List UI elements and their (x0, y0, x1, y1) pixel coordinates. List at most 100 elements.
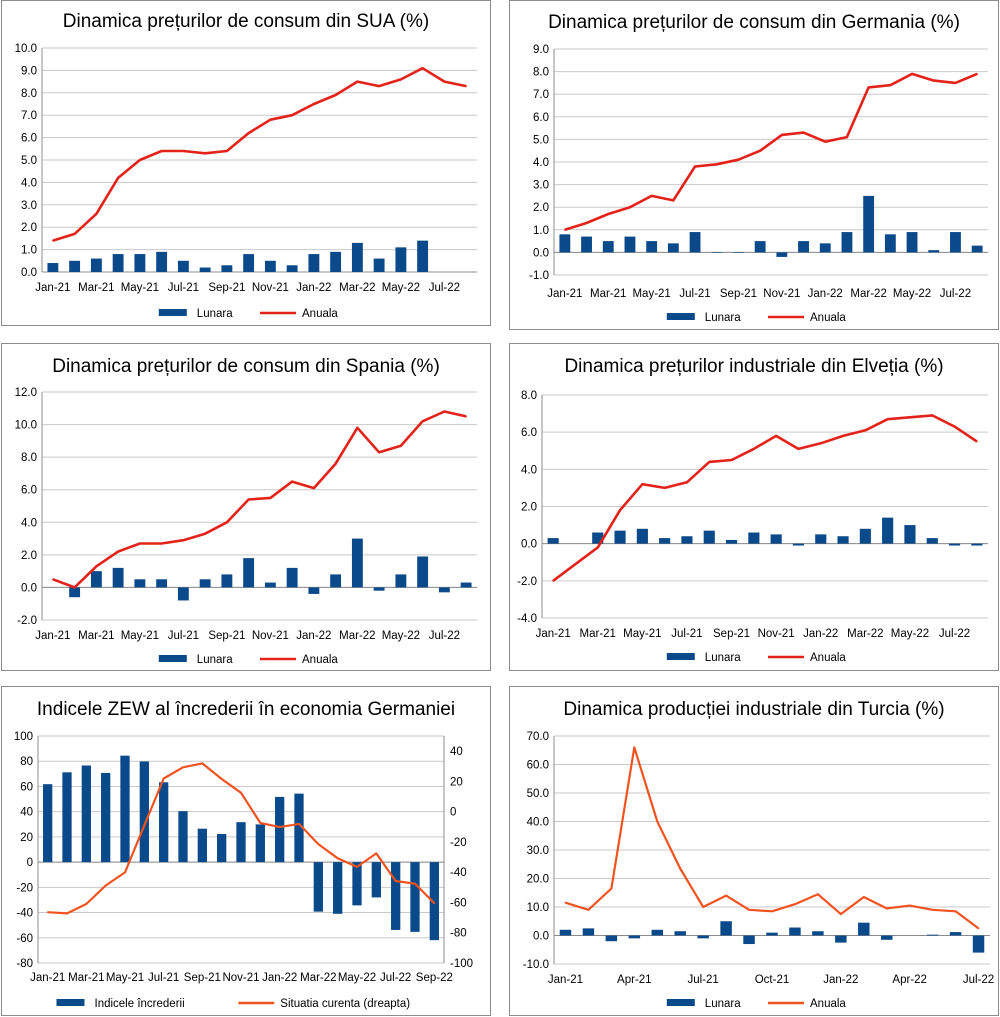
bar-lunara-aug-21 (703, 530, 715, 544)
legend-label-anuala: Anuala (810, 312, 846, 324)
point-anuala-feb-21 (585, 222, 588, 224)
point-anuala-dec-21 (291, 114, 293, 116)
x-tick-label: Apr-21 (617, 974, 652, 986)
point-anuala-sep-21 (226, 521, 228, 524)
bar-lunara-jan-22 (308, 254, 320, 272)
bar-lunara-feb-21 (69, 587, 81, 598)
bar-lunara-oct-21 (766, 932, 778, 936)
x-tick-label: Jan-22 (296, 282, 331, 294)
line-anuala (552, 414, 978, 582)
x-tick-label: Nov-21 (222, 972, 259, 984)
point-anuala-jan-21 (52, 578, 54, 581)
y-tick-label: 0.0 (21, 582, 37, 594)
bar-lunara-dec-21 (286, 265, 298, 272)
bar-lunara-apr-22 (373, 258, 385, 272)
y2-tick-label: 20 (450, 776, 463, 788)
x-tick-label: Mar-22 (339, 630, 375, 642)
point-anuala-nov-21 (794, 903, 796, 905)
point-anuala-aug-21 (204, 152, 206, 155)
bar-lunara-apr-21 (112, 567, 124, 588)
bar-lunara-mar-22 (881, 935, 893, 940)
x-tick-label: May-22 (338, 972, 376, 984)
bar-lunara-may-22 (904, 525, 916, 544)
point-anuala-feb-21 (587, 909, 590, 911)
y-tick-label: 0 (27, 857, 33, 869)
legend-bar-swatch (666, 653, 695, 660)
y-tick-label: 5.0 (533, 134, 549, 146)
bar-lunara-feb-22 (841, 232, 853, 253)
y-tick-label: 80 (20, 756, 33, 768)
point-anuala-apr-21 (633, 746, 636, 749)
point-anuala-may-22 (931, 909, 934, 911)
point-anuala-oct-21 (247, 498, 250, 501)
chart-panel-germania: Dinamica prețurilor de consum din German… (509, 0, 999, 330)
point-anuala-nov-21 (775, 435, 777, 437)
point-anuala-sep-21 (730, 459, 733, 461)
bar-indicele-ncrederii-aug-21 (178, 811, 188, 863)
x-tick-label: May-21 (623, 628, 661, 640)
point-anuala-aug-22 (976, 73, 978, 75)
x-tick-label: Sep-21 (713, 628, 750, 640)
bar-lunara-mar-22 (351, 538, 363, 588)
bar-lunara-may-22 (395, 247, 407, 272)
point-anuala-jun-21 (672, 199, 675, 202)
y-tick-label: 9.0 (533, 44, 549, 56)
point-anuala-aug-21 (725, 894, 727, 897)
bar-lunara-mar-21 (592, 532, 604, 544)
point-anuala-feb-21 (73, 233, 76, 235)
y-tick-label: 20 (20, 832, 33, 844)
point-anuala-mar-21 (607, 213, 610, 215)
x-tick-label: Mar-21 (78, 282, 114, 294)
legend-bar-swatch (666, 313, 695, 320)
y-tick-label: 7.0 (533, 89, 549, 101)
point-anuala-jul-21 (182, 539, 185, 541)
bar-lunara-may-21 (651, 929, 663, 936)
point-anuala-jan-22 (824, 140, 827, 143)
bar-lunara-jun-22 (949, 932, 962, 936)
x-tick-label: Nov-21 (763, 288, 800, 300)
point-anuala-aug-21 (204, 532, 206, 535)
y-tick-label: 100 (14, 731, 33, 743)
bar-lunara-mar-22 (351, 242, 363, 272)
bar-lunara-may-21 (646, 241, 658, 253)
bar-lunara-oct-21 (243, 558, 255, 588)
point-anuala-jan-21 (552, 580, 554, 582)
legend-bar-swatch (158, 655, 187, 662)
bar-lunara-feb-21 (69, 260, 81, 272)
point-anuala-jul-21 (694, 165, 696, 168)
point-anuala-aug-22 (465, 415, 467, 418)
y-tick-label: 60 (20, 781, 33, 793)
x-tick-label: Jan-22 (296, 630, 331, 642)
x-tick-label: Jul-21 (679, 288, 710, 300)
y-tick-label: 2.0 (521, 502, 537, 514)
bar-lunara-may-21 (134, 579, 146, 588)
point-anuala-dec-21 (802, 131, 805, 134)
y-tick-label: 6.0 (21, 485, 37, 497)
bar-indicele-ncrederii-may-22 (352, 862, 362, 906)
point-anuala-sep-21 (748, 909, 750, 911)
bar-lunara-aug-21 (199, 267, 211, 272)
bar-lunara-nov-21 (776, 252, 788, 257)
x-tick-label: Jul-22 (963, 974, 994, 986)
point-anuala-apr-22 (908, 904, 911, 907)
bar-lunara-jan-22 (308, 587, 320, 594)
point-anuala-jan-21 (564, 901, 567, 904)
bar-lunara-feb-22 (330, 574, 342, 588)
point-situatia-curenta-dreapta-sep-21 (201, 762, 204, 765)
point-anuala-feb-22 (334, 462, 337, 465)
point-anuala-may-21 (139, 159, 141, 161)
point-anuala-jul-22 (953, 425, 956, 428)
bar-lunara-mar-21 (90, 571, 102, 588)
point-anuala-jul-22 (443, 410, 446, 413)
y2-tick-label: -80 (450, 928, 467, 940)
x-tick-label: Jan-21 (35, 282, 70, 294)
point-situatia-curenta-dreapta-feb-22 (298, 823, 300, 825)
point-anuala-jan-21 (564, 229, 566, 231)
x-tick-label: Oct-21 (755, 974, 790, 986)
point-anuala-dec-21 (797, 448, 800, 450)
point-situatia-curenta-dreapta-mar-22 (317, 843, 320, 845)
point-anuala-may-22 (400, 444, 402, 447)
y-tick-label: 40 (20, 807, 33, 819)
point-anuala-feb-22 (862, 896, 865, 898)
y-tick-label: 6.0 (21, 133, 37, 145)
